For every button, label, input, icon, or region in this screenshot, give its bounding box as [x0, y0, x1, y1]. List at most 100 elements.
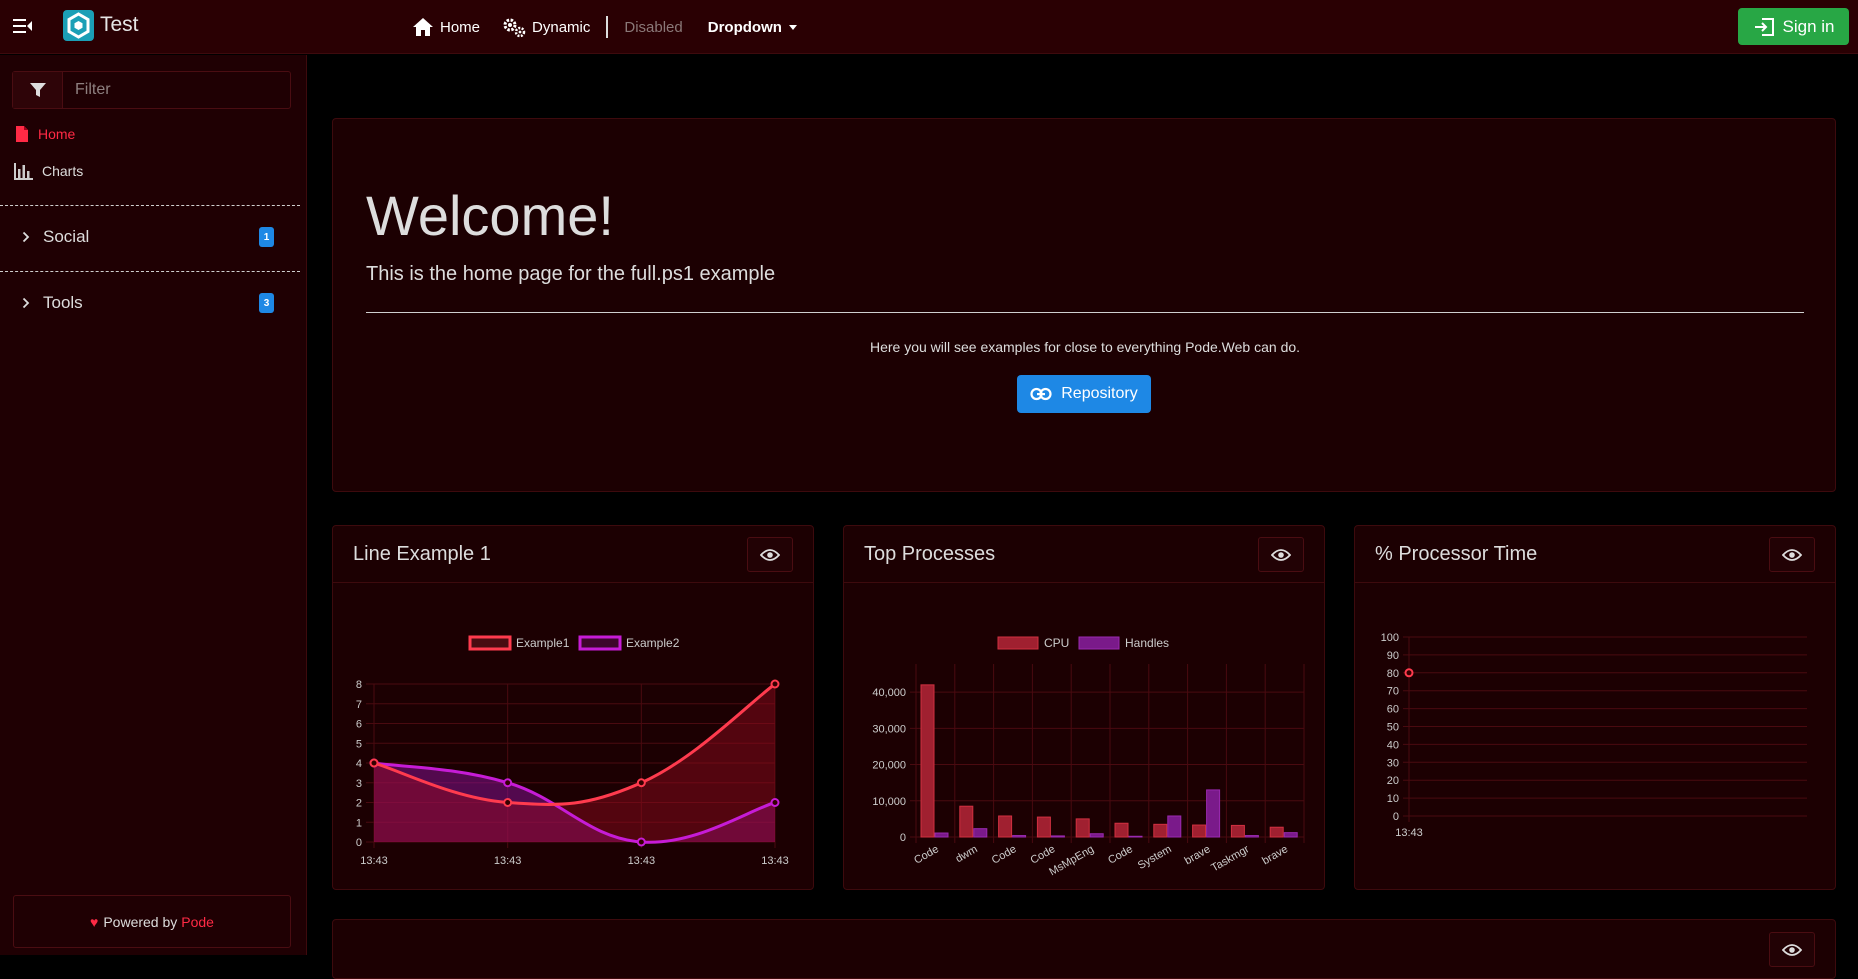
y-tick-label: 20,000 [872, 760, 906, 772]
sign-in-label: Sign in [1782, 16, 1835, 36]
x-tick-label: 13:43 [1395, 827, 1423, 839]
chart-card-partial [332, 919, 1836, 979]
nav-dynamic-label: Dynamic [532, 18, 591, 36]
bar-cpu [1075, 818, 1090, 838]
sidebar-item-home[interactable]: Home [14, 125, 75, 143]
data-point [503, 778, 513, 788]
x-tick-label: 13:43 [360, 855, 388, 867]
y-tick-label: 100 [1381, 632, 1399, 644]
bar-handles [1089, 833, 1104, 838]
eye-icon [760, 548, 780, 561]
powered-by-text: Powered by [103, 913, 178, 930]
y-tick-label: 40 [1387, 739, 1399, 751]
legend-swatch [468, 635, 512, 651]
y-tick-label: 4 [356, 758, 362, 770]
repository-label: Repository [1061, 385, 1138, 402]
x-tick-label: 13:43 [628, 855, 656, 867]
menu-toggle-icon[interactable] [12, 15, 34, 37]
y-tick-label: 90 [1387, 650, 1399, 662]
nav-divider [606, 16, 609, 38]
x-tick-label: System [1136, 843, 1174, 872]
y-tick-label: 30,000 [872, 723, 906, 735]
bar-handles [934, 832, 949, 838]
nav-home[interactable]: Home [412, 17, 480, 37]
top-navbar: Test Home Dynamic Disabled Dropdown Sign… [0, 0, 1858, 54]
bar-chart-icon [14, 163, 33, 180]
bar-cpu [1114, 822, 1129, 838]
bar-handles [1167, 815, 1182, 838]
sidebar-divider [0, 205, 300, 206]
data-point [1404, 668, 1414, 678]
card-title: Top Processes [864, 543, 996, 565]
heart-icon: ♥ [90, 913, 99, 930]
y-tick-label: 8 [356, 679, 362, 691]
nav-home-label: Home [440, 18, 481, 36]
powered-by-footer: ♥ Powered by Pode [13, 895, 291, 948]
card-title: % Processor Time [1375, 543, 1538, 565]
x-tick-label: dwm [954, 843, 980, 865]
legend-swatch [578, 635, 622, 651]
pode-link[interactable]: Pode [181, 913, 214, 930]
filter-icon[interactable] [13, 72, 63, 108]
gears-icon [503, 18, 526, 38]
sidebar-group-label: Social [43, 227, 90, 246]
nav-dropdown[interactable]: Dropdown [708, 19, 797, 36]
repository-button[interactable]: Repository [1017, 375, 1151, 413]
series-line [373, 761, 776, 844]
nav-dropdown-label: Dropdown [707, 18, 782, 36]
y-tick-label: 2 [356, 798, 362, 810]
x-tick-label: Code [990, 843, 1019, 867]
caret-down-icon [788, 24, 797, 30]
bar-cpu [1153, 823, 1168, 838]
card-title: Line Example 1 [353, 543, 491, 565]
legend-label: Example2 [626, 636, 680, 650]
nav-dynamic[interactable]: Dynamic [502, 16, 590, 38]
sign-in-button[interactable]: Sign in [1738, 8, 1849, 45]
sidebar-item-label: Home [38, 126, 76, 142]
legend-swatch [997, 636, 1039, 650]
y-tick-label: 3 [356, 778, 362, 790]
bar-handles [1012, 835, 1027, 838]
toggle-visibility-button[interactable] [747, 537, 793, 572]
bar-cpu [1192, 824, 1207, 838]
data-point [770, 679, 780, 689]
data-point [369, 758, 379, 768]
hero-title: Welcome! [366, 184, 614, 247]
y-tick-label: 10,000 [872, 796, 906, 808]
x-tick-label: 13:43 [761, 855, 789, 867]
eye-icon [1782, 548, 1802, 561]
sign-in-icon [1754, 17, 1774, 36]
chart-card-line-example: Line Example 1 Example1 Example2 0 1 2 3 4 5 6 7 8… [332, 525, 814, 890]
toggle-visibility-button[interactable] [1258, 537, 1304, 572]
x-tick-label: brave [1260, 843, 1290, 867]
brand-title[interactable]: Test [100, 13, 139, 36]
legend-label: Handles [1125, 636, 1169, 650]
bar-handles [1128, 835, 1143, 838]
eye-icon [1782, 943, 1802, 956]
filter-input[interactable] [63, 72, 290, 108]
sidebar-group-tools[interactable]: Tools 3 [22, 293, 274, 313]
hero-jumbotron: Welcome! This is the home page for the f… [332, 118, 1836, 492]
file-icon [16, 126, 28, 142]
y-tick-label: 40,000 [872, 687, 906, 699]
data-point [636, 778, 646, 788]
sidebar-item-charts[interactable]: Charts [14, 162, 83, 180]
sidebar: Home Charts Social 1 Tools 3 ♥ Powered b… [0, 55, 307, 955]
toggle-visibility-button[interactable] [1769, 932, 1815, 967]
x-tick-label: MsMpEng [1047, 843, 1096, 878]
y-tick-label: 7 [356, 699, 362, 711]
x-tick-label: Code [912, 843, 941, 867]
card-header: Line Example 1 [333, 526, 813, 583]
y-tick-label: 60 [1387, 704, 1399, 716]
card-header: % Processor Time [1355, 526, 1835, 583]
brand-logo-icon[interactable] [63, 10, 94, 41]
chevron-right-icon [22, 231, 30, 243]
data-point [636, 837, 646, 847]
y-tick-label: 0 [900, 832, 906, 844]
y-tick-label: 20 [1387, 775, 1399, 787]
sidebar-group-social[interactable]: Social 1 [22, 227, 274, 247]
x-tick-label: Code [1029, 843, 1058, 867]
y-tick-label: 80 [1387, 668, 1399, 680]
bar-handles [1283, 832, 1298, 838]
toggle-visibility-button[interactable] [1769, 537, 1815, 572]
